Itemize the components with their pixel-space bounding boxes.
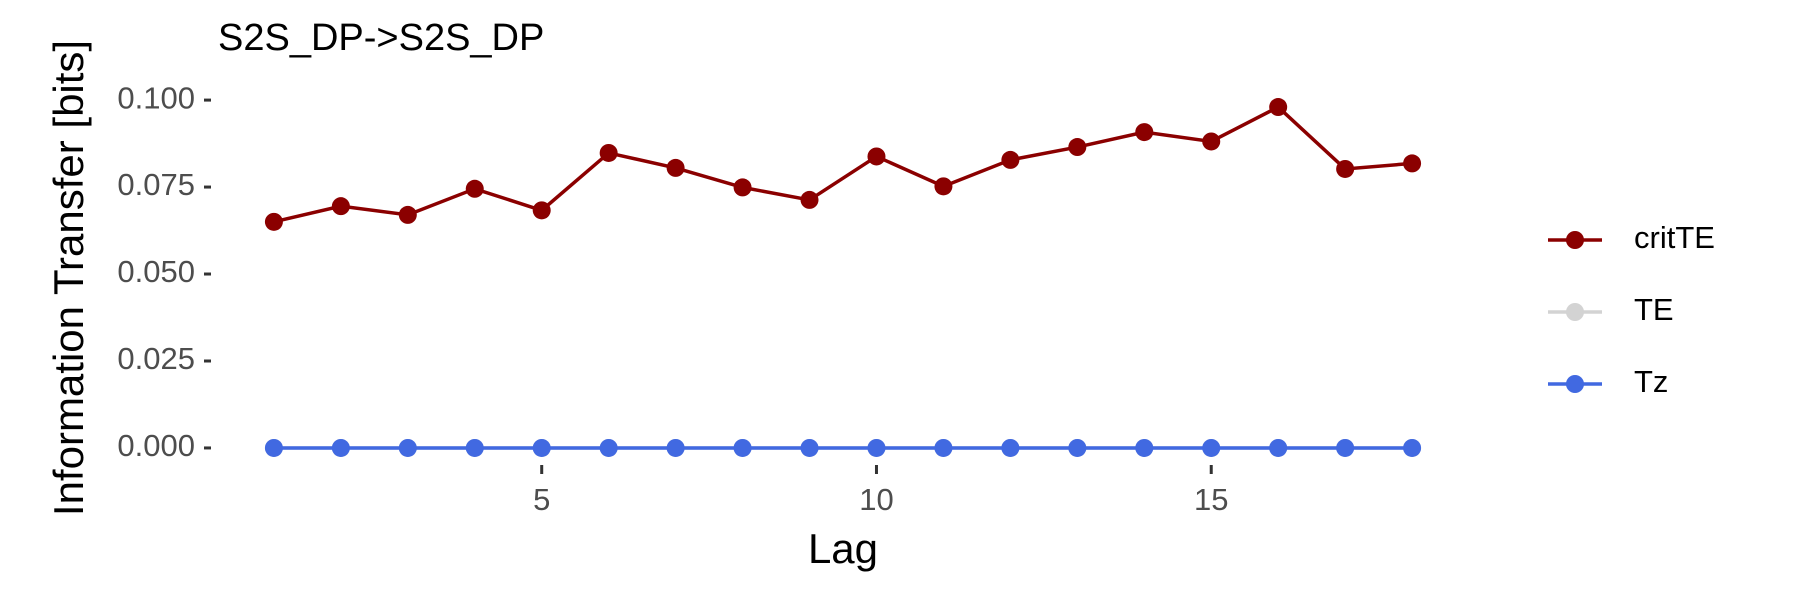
x-tick-label: 15: [1194, 482, 1228, 517]
y-axis-label: Information Transfer [bits]: [45, 40, 92, 516]
data-point: [934, 177, 953, 196]
legend-marker: [1566, 303, 1584, 321]
data-point: [264, 438, 283, 457]
x-axis-label: Lag: [808, 525, 878, 572]
y-tick-label: 0.100: [117, 80, 195, 115]
data-point: [1135, 438, 1154, 457]
data-point: [1336, 159, 1355, 178]
x-tick-label: 10: [859, 482, 893, 517]
legend-marker: [1566, 375, 1584, 393]
data-point: [1202, 438, 1221, 457]
data-point: [867, 147, 886, 166]
y-tick-label: 0.075: [117, 167, 195, 202]
data-point: [1068, 438, 1087, 457]
data-point: [599, 438, 618, 457]
chart-title: S2S_DP->S2S_DP: [218, 17, 544, 59]
data-point: [867, 438, 886, 457]
data-point: [1135, 123, 1154, 142]
x-tick-label: 5: [533, 482, 550, 517]
data-point: [331, 438, 350, 457]
data-point: [264, 212, 283, 231]
data-point: [666, 158, 685, 177]
data-point: [733, 438, 752, 457]
data-point: [666, 438, 685, 457]
data-point: [1403, 438, 1422, 457]
legend-marker: [1566, 231, 1584, 249]
legend-label: Tz: [1634, 364, 1668, 399]
data-point: [1403, 154, 1422, 173]
data-point: [331, 197, 350, 216]
data-point: [934, 438, 953, 457]
data-point: [398, 205, 417, 224]
data-point: [1202, 132, 1221, 151]
series-line: [273, 104, 1413, 224]
data-point: [800, 190, 819, 209]
data-point: [1336, 438, 1355, 457]
y-tick-label: 0.000: [117, 428, 195, 463]
data-point: [1001, 438, 1020, 457]
data-point: [1269, 98, 1288, 117]
data-point: [532, 201, 551, 220]
data-point: [1001, 150, 1020, 169]
data-point: [599, 143, 618, 162]
data-point: [733, 178, 752, 197]
data-point: [1269, 438, 1288, 457]
data-point: [800, 438, 819, 457]
y-tick-label: 0.025: [117, 341, 195, 376]
data-point: [465, 438, 484, 457]
data-point: [465, 179, 484, 198]
legend-label: critTE: [1634, 220, 1715, 255]
data-point: [532, 438, 551, 457]
legend-label: TE: [1634, 292, 1674, 327]
data-point: [1068, 138, 1087, 157]
y-tick-label: 0.050: [117, 254, 195, 289]
data-point: [398, 438, 417, 457]
